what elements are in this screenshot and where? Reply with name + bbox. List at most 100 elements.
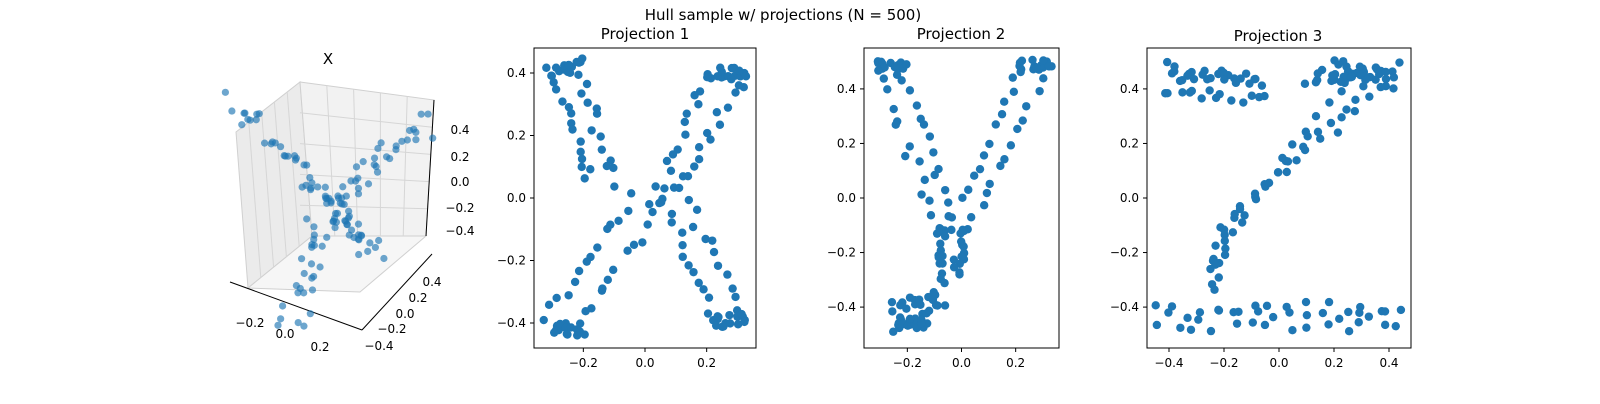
data-point-3d — [354, 184, 363, 192]
data-point — [898, 298, 907, 307]
data-point — [716, 63, 725, 72]
data-point — [1253, 307, 1263, 316]
data-point — [1300, 145, 1310, 155]
data-point-3d — [403, 136, 411, 144]
data-point — [552, 293, 561, 303]
data-point-3d — [241, 109, 249, 117]
data-point — [917, 190, 926, 199]
data-point — [940, 232, 950, 241]
data-point — [1195, 308, 1205, 317]
projection-3-x-ticks: −0.4 −0.2 0.0 0.2 0.4 — [1154, 348, 1399, 370]
panel-3d: X −0.20.00.20.40.20.0−0.2−0.40.40.20.0−0… — [221, 50, 475, 354]
data-point — [731, 88, 740, 97]
data-point — [901, 151, 910, 161]
data-point — [979, 151, 989, 160]
data-point-3d — [377, 139, 385, 147]
data-point-3d — [310, 223, 318, 231]
x-tick-label: 0.2 — [310, 340, 329, 354]
data-point — [582, 79, 592, 89]
data-point — [940, 185, 950, 195]
data-point — [1240, 211, 1249, 220]
data-point — [1395, 58, 1404, 67]
data-point-3d — [300, 269, 308, 278]
grid-line — [286, 91, 300, 247]
data-point — [940, 278, 949, 288]
x-tick-label: 0.0 — [1269, 356, 1288, 370]
data-point — [713, 312, 722, 321]
data-point — [1364, 312, 1374, 321]
data-point — [1337, 87, 1346, 96]
y-tick-label: −0.4 — [1110, 300, 1139, 314]
data-point — [1205, 86, 1214, 95]
data-point — [1364, 73, 1373, 82]
data-point — [940, 301, 950, 310]
data-point — [645, 200, 654, 209]
y-tick-label: −0.2 — [377, 322, 406, 336]
data-point — [887, 297, 897, 307]
data-point — [551, 85, 561, 94]
data-point-3d — [300, 322, 308, 330]
data-point — [596, 132, 605, 141]
data-point — [623, 246, 632, 255]
data-point-3d — [342, 217, 350, 225]
data-point — [1152, 320, 1162, 330]
pane-back — [299, 81, 435, 237]
data-point — [734, 66, 744, 75]
data-point — [982, 188, 992, 198]
data-point-3d — [354, 220, 363, 228]
data-point — [1009, 87, 1019, 96]
data-point — [678, 252, 687, 262]
data-point-3d — [260, 139, 269, 147]
data-point — [1264, 178, 1274, 188]
data-point — [903, 321, 912, 330]
data-point — [1317, 65, 1327, 75]
data-point — [550, 328, 559, 337]
grid-line — [299, 204, 428, 210]
data-point-3d — [307, 260, 316, 268]
data-point — [985, 139, 994, 149]
data-point — [1300, 79, 1310, 88]
panel-3d-points — [221, 88, 437, 330]
data-point — [593, 243, 602, 252]
grid-line — [402, 96, 408, 237]
data-point — [1234, 307, 1243, 316]
data-point-3d — [300, 161, 308, 169]
data-point — [1250, 189, 1260, 198]
data-point — [602, 161, 612, 171]
data-point — [957, 252, 966, 261]
data-point — [1017, 56, 1027, 65]
data-point-3d — [331, 223, 339, 232]
data-point — [985, 179, 994, 189]
data-point — [737, 309, 746, 319]
data-point-3d — [345, 231, 353, 239]
data-point — [690, 162, 699, 171]
data-point — [704, 293, 714, 302]
data-point — [1214, 273, 1223, 282]
data-point — [1301, 297, 1311, 307]
data-point — [1344, 327, 1354, 336]
data-point — [598, 284, 607, 293]
data-point — [930, 170, 939, 180]
data-point — [1262, 301, 1272, 311]
data-point — [1039, 74, 1048, 83]
panel-projection-3: Projection 3 −0.4 −0.2 0.0 0.2 0.4 0.4 0.2 0.0… — [1110, 27, 1412, 370]
z-tick-label: 0.0 — [450, 175, 469, 189]
figure-suptitle: Hull sample w/ projections (N = 500) — [645, 6, 921, 24]
data-point — [1376, 82, 1385, 92]
data-point — [682, 109, 691, 118]
data-point — [614, 216, 623, 226]
data-point — [1334, 60, 1343, 69]
projection-3-y-ticks: 0.4 0.2 0.0 −0.2 −0.4 — [1110, 82, 1147, 314]
z-tick-label: −0.4 — [445, 224, 474, 238]
grid-line — [273, 101, 287, 257]
data-point — [956, 229, 965, 238]
data-point — [1302, 323, 1311, 332]
data-point — [902, 60, 911, 69]
data-point — [1312, 75, 1322, 85]
data-point-3d — [330, 214, 339, 222]
x-tick-label: −0.4 — [1154, 356, 1183, 370]
data-point-3d — [370, 161, 378, 169]
data-point — [1206, 326, 1216, 336]
data-point-3d — [308, 286, 317, 294]
